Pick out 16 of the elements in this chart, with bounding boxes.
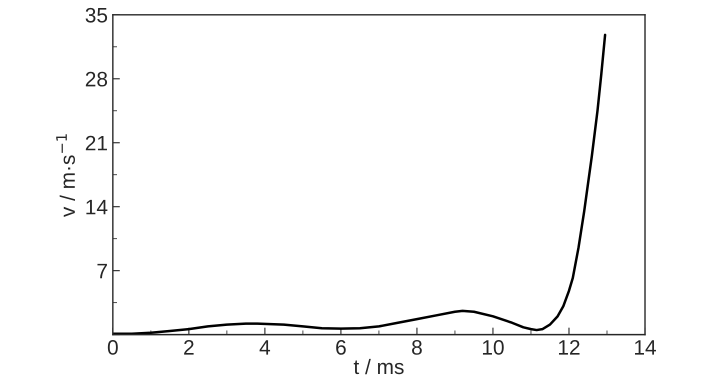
line-series	[112, 34, 606, 335]
x-tick-label: 4	[260, 340, 270, 355]
y-tick-label: 35	[86, 8, 108, 23]
y-axis-title: v / m·s$^{−1}$	[56, 134, 75, 218]
x-tick-label: 12	[558, 340, 580, 355]
x-tick-label: 10	[482, 340, 504, 355]
x-tick-label: 8	[412, 340, 422, 355]
y-tick-label: 14	[86, 200, 108, 214]
x-tick-label: 14	[635, 340, 656, 355]
x-tick-label: 6	[336, 340, 346, 355]
x-tick-label: 0	[108, 340, 118, 355]
y-tick-label: 28	[86, 72, 108, 87]
y-tick-label: 21	[86, 136, 107, 150]
x-axis-title: t / ms	[354, 358, 404, 374]
y-tick-label: 7	[97, 264, 107, 278]
x-tick-label: 2	[184, 340, 194, 355]
